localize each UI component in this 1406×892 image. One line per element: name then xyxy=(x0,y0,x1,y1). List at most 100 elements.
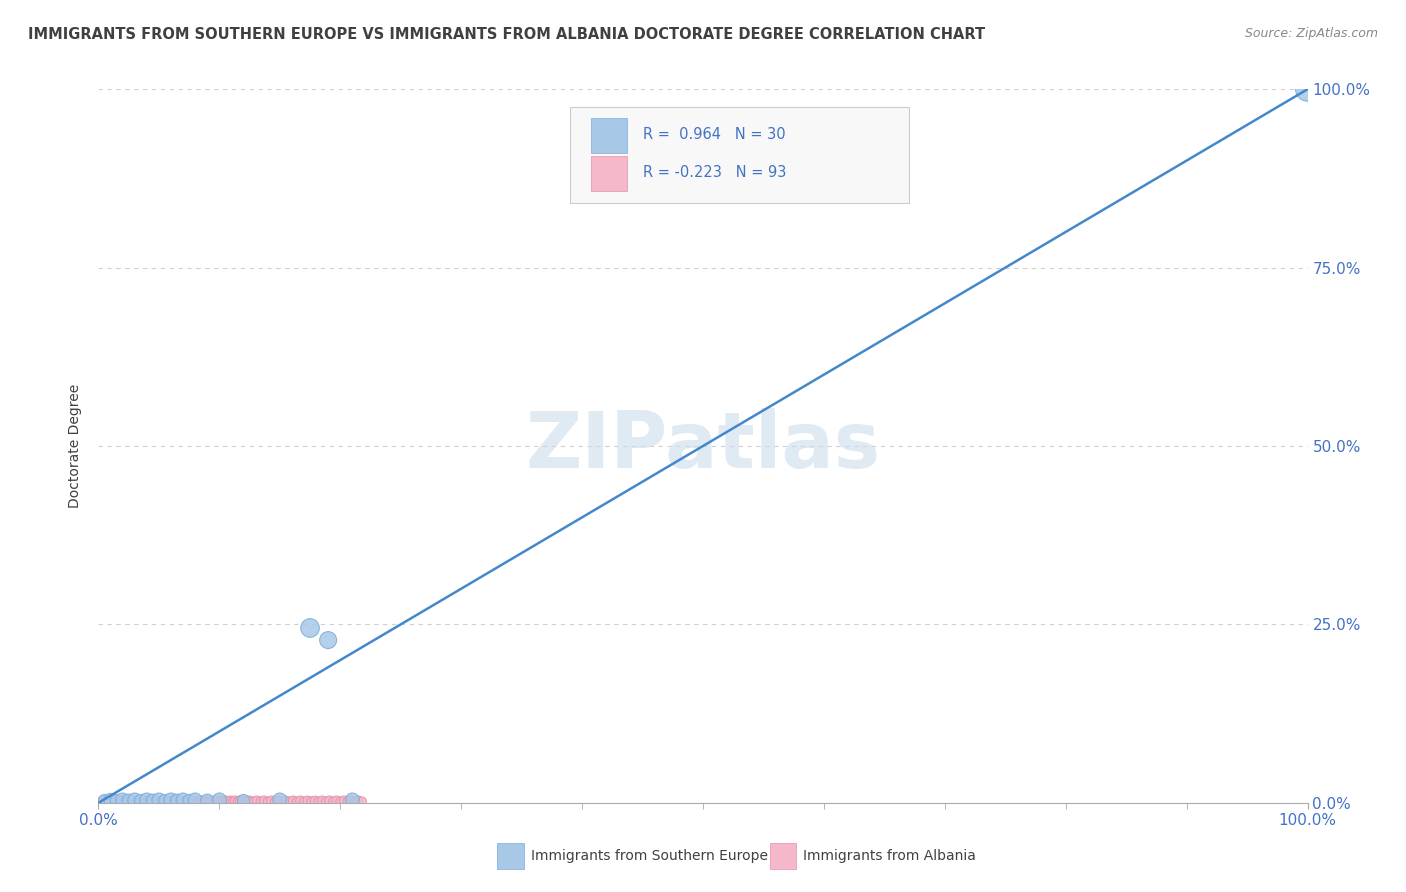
Y-axis label: Doctorate Degree: Doctorate Degree xyxy=(69,384,83,508)
Point xyxy=(299,621,322,635)
Point xyxy=(260,794,283,808)
Point xyxy=(329,794,352,808)
Point xyxy=(98,794,121,808)
Point xyxy=(156,794,179,808)
Point xyxy=(274,794,297,808)
Text: IMMIGRANTS FROM SOUTHERN EUROPE VS IMMIGRANTS FROM ALBANIA DOCTORATE DEGREE CORR: IMMIGRANTS FROM SOUTHERN EUROPE VS IMMIG… xyxy=(28,27,986,42)
Point xyxy=(249,794,271,808)
Point xyxy=(100,793,122,807)
Point xyxy=(160,793,183,807)
Point xyxy=(229,794,252,808)
Point xyxy=(120,794,142,808)
Point xyxy=(304,794,326,808)
Point xyxy=(290,794,312,808)
Point xyxy=(135,793,157,807)
Point xyxy=(342,793,364,807)
Point xyxy=(124,793,146,807)
Point xyxy=(152,794,174,808)
Point xyxy=(93,794,115,808)
Point xyxy=(316,633,339,648)
Point xyxy=(202,794,225,808)
Point xyxy=(184,793,207,807)
Point xyxy=(233,794,256,808)
Point xyxy=(311,794,333,808)
Point xyxy=(350,794,373,808)
FancyBboxPatch shape xyxy=(569,107,908,203)
Point xyxy=(110,794,132,808)
Point xyxy=(136,794,159,808)
Point xyxy=(299,794,322,808)
Point xyxy=(187,794,209,808)
Point xyxy=(236,794,259,808)
Point xyxy=(318,794,340,808)
Point xyxy=(232,794,254,808)
Point xyxy=(183,794,205,808)
Point xyxy=(204,794,226,808)
Point xyxy=(132,794,155,808)
Point xyxy=(278,794,301,808)
Point xyxy=(239,794,262,808)
Bar xyxy=(591,118,627,153)
Point xyxy=(173,794,195,808)
Point xyxy=(129,794,152,808)
Point xyxy=(190,794,212,808)
Point xyxy=(103,794,125,808)
Point xyxy=(315,794,337,808)
Point xyxy=(169,794,191,808)
Point xyxy=(224,794,246,808)
Point xyxy=(100,794,122,808)
Point xyxy=(125,794,148,808)
Point xyxy=(297,794,319,808)
Point xyxy=(166,794,188,808)
Point xyxy=(336,794,359,808)
Point xyxy=(267,794,290,808)
Point xyxy=(129,794,152,808)
Point xyxy=(170,794,193,808)
Point xyxy=(221,794,243,808)
Point xyxy=(281,794,304,808)
Point xyxy=(118,794,141,808)
Text: Source: ZipAtlas.com: Source: ZipAtlas.com xyxy=(1244,27,1378,40)
Point xyxy=(214,794,236,808)
Point xyxy=(195,794,218,808)
Point xyxy=(271,794,294,808)
Point xyxy=(111,793,134,807)
Point xyxy=(166,794,188,808)
Point xyxy=(163,794,186,808)
Point xyxy=(269,793,291,807)
Point xyxy=(139,794,162,808)
Point xyxy=(142,794,165,808)
Point xyxy=(333,794,356,808)
Point xyxy=(246,794,269,808)
Point xyxy=(149,794,172,808)
Point xyxy=(219,794,242,808)
Point xyxy=(195,794,218,808)
Point xyxy=(96,794,118,808)
Text: R = -0.223   N = 93: R = -0.223 N = 93 xyxy=(643,165,786,180)
Point xyxy=(217,794,239,808)
Point xyxy=(200,794,222,808)
Point xyxy=(242,794,264,808)
Point xyxy=(153,794,176,808)
Text: Immigrants from Albania: Immigrants from Albania xyxy=(803,849,976,863)
Point xyxy=(253,794,276,808)
Point xyxy=(91,794,114,808)
Point xyxy=(264,794,287,808)
Bar xyxy=(769,844,796,869)
Point xyxy=(93,794,115,808)
Point xyxy=(127,794,149,808)
Point xyxy=(172,793,194,807)
Text: R =  0.964   N = 30: R = 0.964 N = 30 xyxy=(643,127,785,142)
Point xyxy=(322,794,344,808)
Point xyxy=(146,794,169,808)
Point xyxy=(108,794,131,808)
Bar xyxy=(591,155,627,191)
Point xyxy=(207,794,229,808)
Point xyxy=(112,794,135,808)
Point xyxy=(115,794,138,808)
Point xyxy=(308,794,330,808)
Point xyxy=(325,794,347,808)
Point xyxy=(340,794,363,808)
Point xyxy=(208,793,231,807)
Text: Immigrants from Southern Europe: Immigrants from Southern Europe xyxy=(531,849,768,863)
